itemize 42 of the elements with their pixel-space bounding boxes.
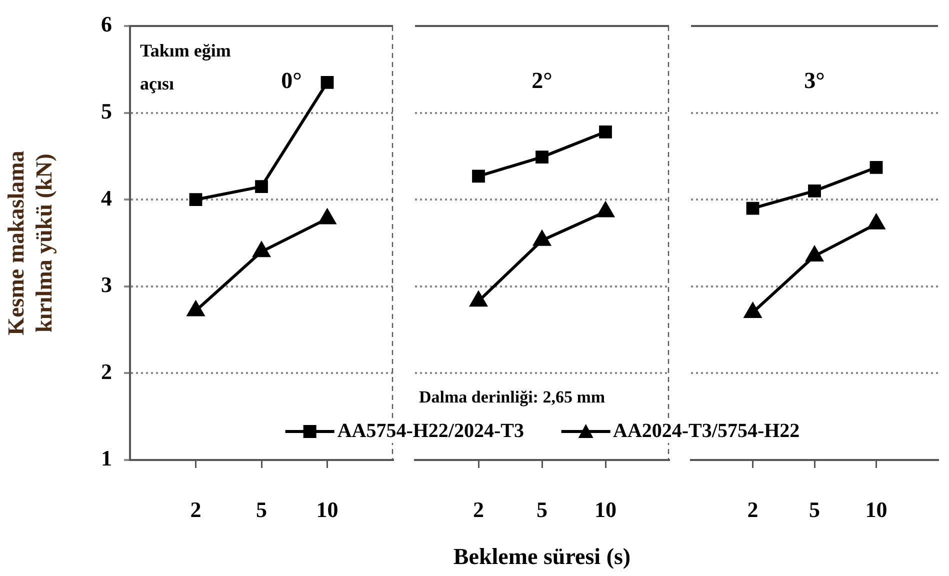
text: 0° xyxy=(281,68,302,93)
x-tick-label: 2 xyxy=(473,496,484,522)
point xyxy=(746,202,760,215)
x-tick-label: 5 xyxy=(809,496,820,522)
point xyxy=(189,193,202,206)
y-tick-label: 1 xyxy=(101,446,112,471)
point xyxy=(318,209,336,224)
legend-label: AA5754-H22/2024-T3 xyxy=(337,420,524,443)
y-tick-label: 3 xyxy=(101,272,112,298)
point xyxy=(320,76,334,89)
point xyxy=(808,184,821,198)
text: 2° xyxy=(532,68,552,93)
x-tick-label: 10 xyxy=(316,496,338,522)
y-axis-title: Kesme makaslama kırılma yükü (kN) xyxy=(4,150,56,336)
point xyxy=(253,242,270,258)
y-tick-label: 2 xyxy=(101,358,112,384)
x-tick-label: 5 xyxy=(536,496,548,522)
x-tick-label: 2 xyxy=(190,496,202,522)
x-axis-title: Bekleme süresi (s) xyxy=(453,544,631,570)
x-tick-label: 10 xyxy=(594,496,616,522)
y-tick-label: 6 xyxy=(101,12,112,37)
point xyxy=(744,302,762,318)
point xyxy=(255,180,268,194)
point xyxy=(806,246,823,262)
y-tick-label: 5 xyxy=(101,98,112,124)
annotation: Dalma derinliği: 2,65 mm xyxy=(419,387,606,406)
annotation: Takım eğim açısı xyxy=(140,40,231,94)
point xyxy=(599,125,612,138)
point xyxy=(536,150,548,164)
point xyxy=(534,230,550,246)
point xyxy=(470,292,487,307)
text: 3° xyxy=(804,68,825,93)
point xyxy=(868,214,885,230)
legend-label: AA2024-T3/5754-H22 xyxy=(613,420,800,443)
point xyxy=(472,170,485,183)
point xyxy=(187,301,204,316)
x-tick-label: 5 xyxy=(256,496,267,522)
y-tick-label: 4 xyxy=(101,185,112,210)
point xyxy=(597,202,614,218)
point xyxy=(870,161,883,174)
x-tick-label: 10 xyxy=(865,496,888,522)
x-tick-label: 2 xyxy=(747,496,758,522)
